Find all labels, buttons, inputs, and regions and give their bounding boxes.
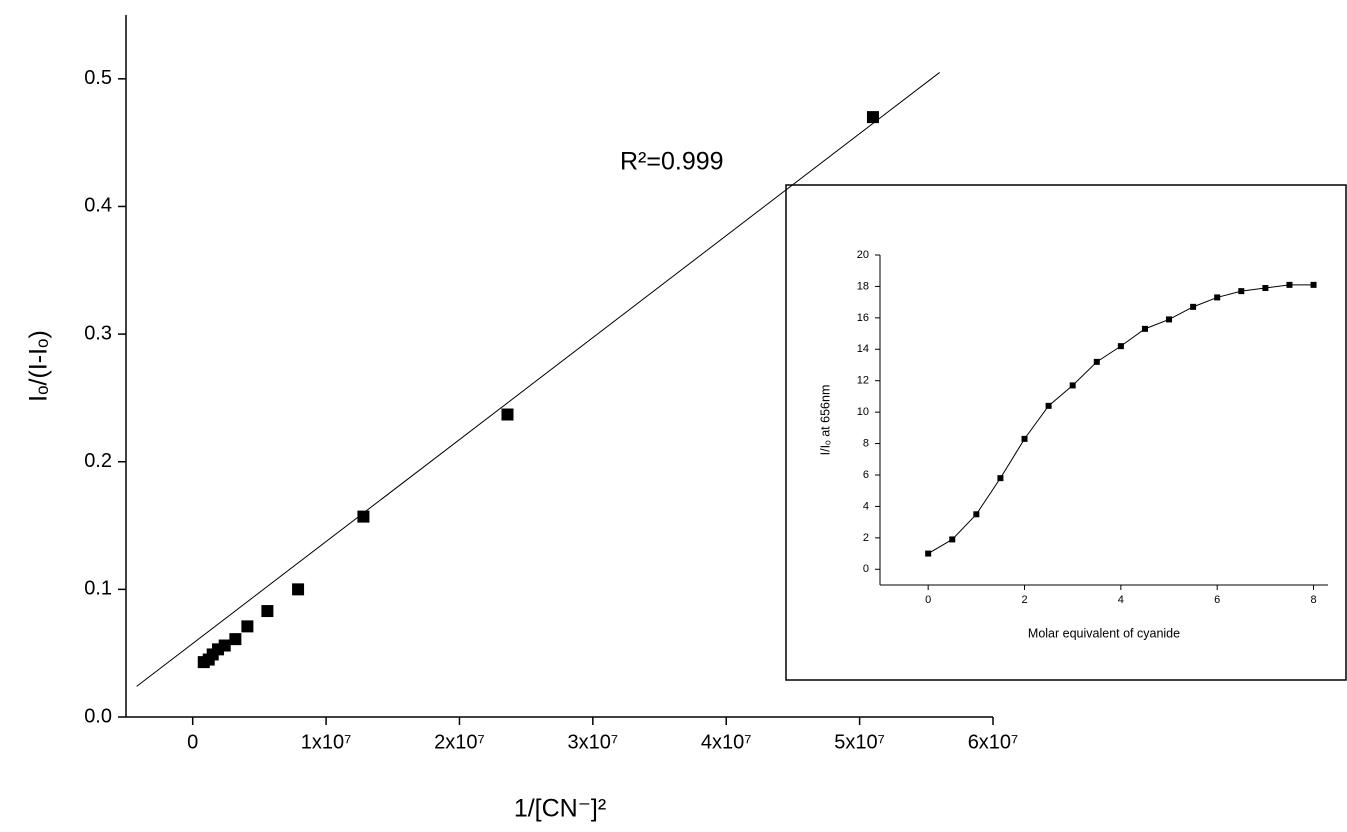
marker bbox=[1286, 281, 1293, 288]
marker bbox=[261, 605, 274, 618]
marker bbox=[1117, 343, 1124, 350]
marker bbox=[1190, 303, 1197, 310]
x-tick-label: 4x10⁷ bbox=[701, 731, 752, 753]
y-tick-label: 20 bbox=[857, 249, 869, 261]
x-tick-label: 2x10⁷ bbox=[434, 731, 485, 753]
x-tick-label: 2 bbox=[1021, 594, 1027, 606]
marker bbox=[218, 639, 231, 652]
y-tick-label: 2 bbox=[863, 532, 869, 544]
x-tick-label: 3x10⁷ bbox=[568, 731, 619, 753]
y-tick-label: 6 bbox=[863, 469, 869, 481]
marker bbox=[1093, 358, 1100, 365]
marker bbox=[997, 475, 1004, 482]
marker bbox=[241, 620, 254, 633]
x-tick-label: 1x10⁷ bbox=[301, 731, 352, 753]
marker bbox=[292, 583, 305, 596]
y-tick-label: 0.5 bbox=[84, 67, 112, 89]
marker bbox=[357, 510, 370, 523]
y-tick-label: 14 bbox=[857, 343, 869, 355]
marker bbox=[1069, 382, 1076, 389]
marker bbox=[1214, 294, 1221, 301]
marker bbox=[925, 550, 932, 557]
marker bbox=[229, 633, 242, 646]
y-tick-label: 8 bbox=[863, 437, 869, 449]
y-tick-label: 10 bbox=[857, 406, 869, 418]
y-tick-label: 12 bbox=[857, 375, 869, 387]
marker bbox=[866, 111, 879, 124]
marker bbox=[1021, 435, 1028, 442]
y-tick-label: 0 bbox=[863, 563, 869, 575]
y-tick-label: 16 bbox=[857, 312, 869, 324]
x-tick-label: 5x10⁷ bbox=[834, 731, 885, 753]
y-tick-label: 0.0 bbox=[84, 705, 112, 727]
y-tick-label: 0.4 bbox=[84, 195, 112, 217]
x-axis-label: Molar equivalent of cyanide bbox=[1028, 626, 1180, 640]
x-tick-label: 4 bbox=[1118, 594, 1124, 606]
y-axis-label: Iₒ/(I-Iₒ) bbox=[25, 330, 53, 402]
marker bbox=[1166, 316, 1173, 323]
x-tick-label: 0 bbox=[925, 594, 931, 606]
y-tick-label: 18 bbox=[857, 280, 869, 292]
marker bbox=[501, 408, 514, 421]
y-tick-label: 4 bbox=[863, 500, 869, 512]
marker bbox=[1310, 281, 1317, 288]
marker bbox=[1141, 325, 1148, 332]
y-tick-label: 0.2 bbox=[84, 450, 112, 472]
marker bbox=[1045, 402, 1052, 409]
marker bbox=[1262, 285, 1269, 291]
marker bbox=[949, 536, 956, 543]
x-tick-label: 6 bbox=[1214, 594, 1220, 606]
x-tick-label: 6x10⁷ bbox=[968, 731, 1019, 753]
marker bbox=[973, 511, 980, 518]
x-tick-label: 0 bbox=[187, 731, 198, 753]
marker bbox=[1238, 288, 1245, 295]
x-tick-label: 8 bbox=[1310, 594, 1316, 606]
inset-frame bbox=[785, 184, 1347, 681]
line bbox=[136, 72, 940, 687]
annotation: R²=0.999 bbox=[620, 148, 724, 176]
x-axis-label: 1/[CN⁻]² bbox=[514, 795, 606, 823]
y-axis-label: I/Iₒ at 656nm bbox=[818, 385, 832, 456]
y-tick-label: 0.1 bbox=[84, 578, 112, 600]
y-tick-label: 0.3 bbox=[84, 322, 112, 344]
